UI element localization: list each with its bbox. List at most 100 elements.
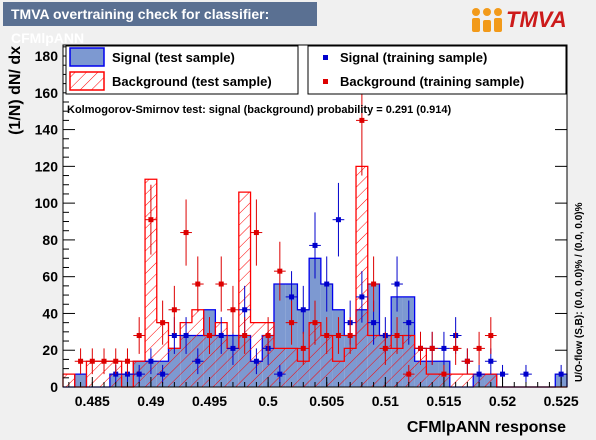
background-test-bar <box>156 322 169 387</box>
background-test-bar <box>168 348 181 387</box>
signal-training-point <box>277 371 283 377</box>
background-test-bar <box>391 348 403 387</box>
background-training-point <box>171 307 177 313</box>
signal-training-point <box>136 371 142 377</box>
tmva-logo <box>472 8 502 32</box>
x-tick-label: 0.49 <box>137 393 164 409</box>
signal-training-point <box>441 345 447 351</box>
tmva-logo-text: TMVA <box>506 7 567 32</box>
background-training-point <box>124 358 130 364</box>
background-test-bar <box>484 374 497 387</box>
x-axis-label: CFMlpANN response <box>407 419 566 436</box>
signal-training-point <box>476 371 482 377</box>
background-training-point <box>277 268 283 274</box>
background-training-point <box>347 333 353 339</box>
background-training-point <box>441 371 447 377</box>
background-training-point <box>335 333 341 339</box>
legend-background-training-marker <box>323 79 328 84</box>
background-training-point <box>406 371 412 377</box>
signal-training-point <box>335 217 341 223</box>
background-test-bar <box>215 322 228 387</box>
legend-background-training-label: Background (training sample) <box>340 74 524 89</box>
signal-training-point <box>171 333 177 339</box>
background-training-point <box>230 307 236 313</box>
x-tick-label: 0.5 <box>258 393 278 409</box>
ks-test-text: Kolmogorov-Smirnov test: signal (backgro… <box>67 104 451 116</box>
background-training-point <box>113 358 119 364</box>
signal-training-point <box>148 358 154 364</box>
background-training-point <box>78 358 84 364</box>
signal-training-point <box>558 371 564 377</box>
background-training-point <box>183 230 189 236</box>
overflow-text: U/O-flow (S,B): (0.0, 0.0)% / (0.0, 0.0)… <box>574 202 585 382</box>
background-test-bar <box>180 322 192 387</box>
background-test-bar <box>461 374 474 387</box>
background-training-point <box>453 345 459 351</box>
background-test-bar <box>145 179 157 387</box>
background-training-point <box>488 333 494 339</box>
y-tick-label: 140 <box>35 122 59 138</box>
background-test-bar <box>297 361 310 387</box>
x-tick-label: 0.515 <box>426 393 461 409</box>
background-test-bar <box>63 374 75 387</box>
legend-background-test-swatch <box>69 71 105 91</box>
signal-training-point <box>394 281 400 287</box>
signal-training-point <box>195 358 201 364</box>
y-tick-label: 0 <box>50 379 58 395</box>
y-tick-label: 120 <box>35 158 59 174</box>
background-training-point <box>160 320 166 326</box>
signal-training-point <box>488 358 494 364</box>
x-tick-label: 0.52 <box>489 393 516 409</box>
background-test-bar <box>285 348 298 387</box>
background-training-point <box>136 333 142 339</box>
legend: Signal (test sample) Background (test sa… <box>65 45 567 95</box>
y-tick-label: 60 <box>42 269 58 285</box>
background-test-bar <box>414 348 427 387</box>
y-tick-label: 40 <box>42 305 58 321</box>
signal-training-point <box>523 371 529 377</box>
background-training-point <box>429 345 435 351</box>
background-training-point <box>382 345 388 351</box>
signal-training-point <box>242 307 248 313</box>
x-tick-label: 0.505 <box>309 393 344 409</box>
signal-training-point <box>289 294 295 300</box>
legend-signal-test-swatch <box>69 47 105 67</box>
background-training-point <box>417 345 423 351</box>
signal-training-point <box>160 371 166 377</box>
signal-training-point <box>253 358 259 364</box>
background-training-point <box>89 358 95 364</box>
signal-training-point <box>312 242 318 248</box>
background-training-point <box>476 345 482 351</box>
signal-training-point <box>324 281 330 287</box>
background-training-point <box>464 358 470 364</box>
background-test-bar <box>332 361 345 387</box>
background-test-bar <box>203 335 216 387</box>
signal-training-point <box>371 320 377 326</box>
background-test-bar <box>426 374 439 387</box>
background-test-bar <box>449 374 462 387</box>
signal-training-point <box>500 371 506 377</box>
signal-test-bar <box>273 284 286 387</box>
x-tick-label: 0.51 <box>372 393 399 409</box>
y-tick-label: 100 <box>35 195 59 211</box>
legend-signal-training-label: Signal (training sample) <box>340 50 487 65</box>
background-training-point <box>265 333 271 339</box>
signal-training-point <box>183 333 189 339</box>
x-tick-label: 0.485 <box>75 393 110 409</box>
y-tick-label: 20 <box>42 342 58 358</box>
background-training-point <box>195 281 201 287</box>
background-test-bar <box>344 348 357 387</box>
background-training-point <box>148 217 154 223</box>
background-test-bar <box>367 335 380 387</box>
background-training-point <box>394 333 400 339</box>
background-training-point <box>359 117 365 123</box>
background-training-point <box>371 281 377 287</box>
background-test-bar <box>309 322 321 387</box>
background-training-point <box>289 320 295 326</box>
legend-background-test-label: Background (test sample) <box>112 74 272 89</box>
signal-training-point <box>406 320 412 326</box>
background-training-point <box>300 345 306 351</box>
y-axis-label: (1/N) dN/ dx <box>7 46 24 135</box>
legend-training-box <box>307 45 567 95</box>
